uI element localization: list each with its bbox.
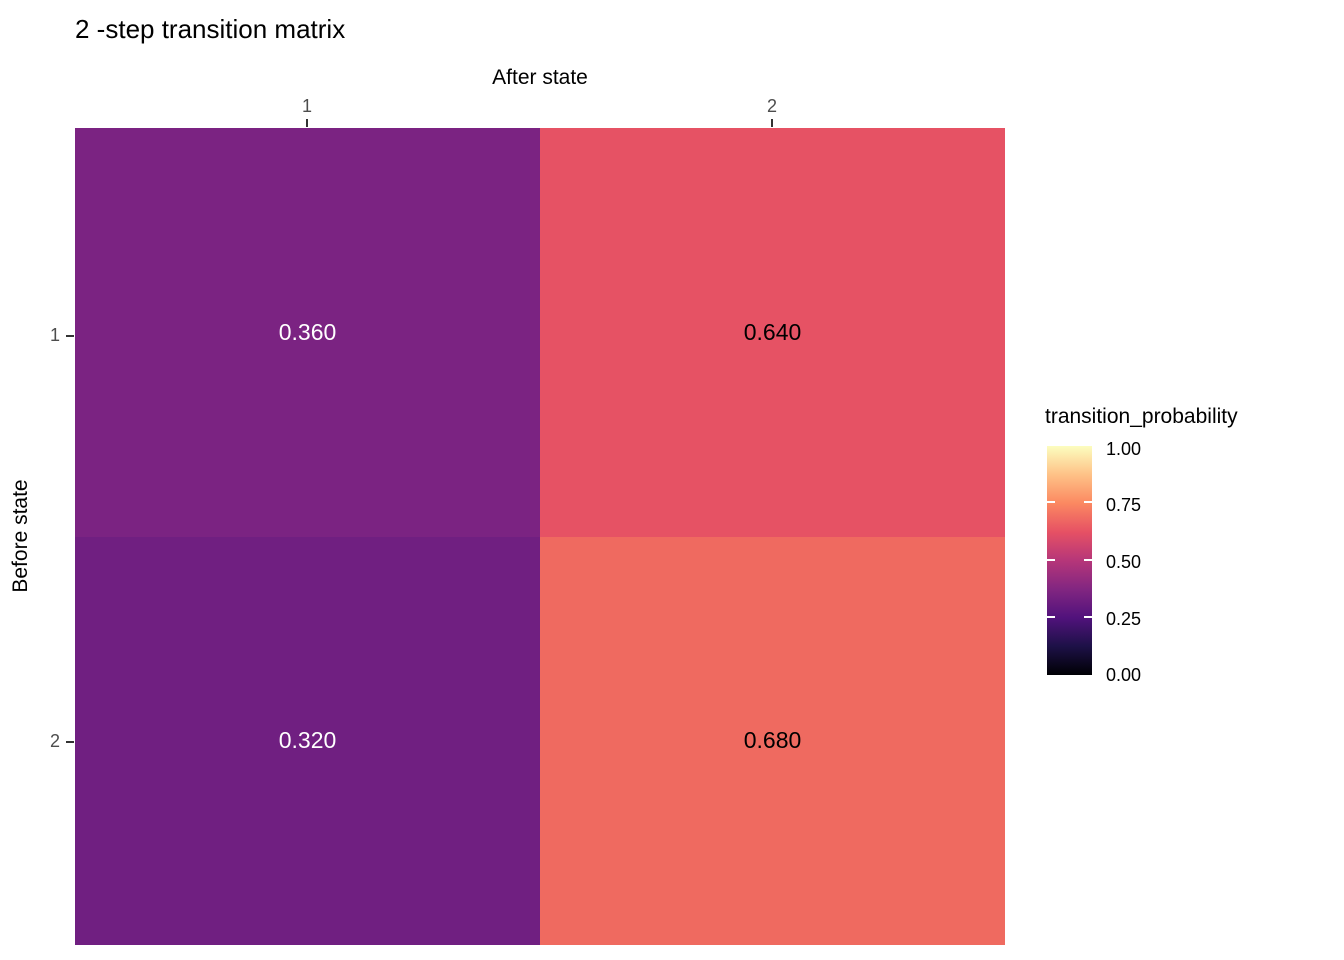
cell-value-label: 0.320 <box>278 727 337 754</box>
x-tick-mark-1 <box>306 119 308 127</box>
legend-tick-label-050: 0.50 <box>1106 552 1142 572</box>
y-tick-label-1: 1 <box>49 325 60 345</box>
chart-title: 2 -step transition matrix <box>75 14 346 44</box>
heatmap-cell-r2c1: 0.320 <box>75 536 540 945</box>
heatmap-cell-r1c1: 0.360 <box>75 128 540 537</box>
legend-tick-dash <box>1047 616 1055 618</box>
legend-tick-label-075: 0.75 <box>1106 495 1142 515</box>
heatmap-cell-r1c2: 0.640 <box>540 128 1005 537</box>
x-tick-label-1: 1 <box>301 96 312 116</box>
legend-tick-dash <box>1047 501 1055 503</box>
legend-tick-dash <box>1084 501 1092 503</box>
legend-colorbar <box>1047 446 1092 675</box>
y-tick-mark-2 <box>66 741 74 743</box>
legend-tick-dash <box>1084 559 1092 561</box>
heatmap-cell-r2c2: 0.680 <box>540 536 1005 945</box>
y-tick-label-2: 2 <box>49 731 60 751</box>
x-tick-mark-2 <box>771 119 773 127</box>
legend-tick-label-100: 1.00 <box>1106 439 1142 459</box>
legend-tick-dash <box>1084 616 1092 618</box>
legend-tick-label-000: 0.00 <box>1106 665 1142 685</box>
y-tick-mark-1 <box>66 335 74 337</box>
cell-value-label: 0.640 <box>743 318 802 345</box>
x-tick-label-2: 2 <box>766 96 777 116</box>
x-axis-title: After state <box>492 66 588 89</box>
legend-tick-label-025: 0.25 <box>1106 609 1142 629</box>
cell-value-label: 0.680 <box>743 727 802 754</box>
legend-title: transition_probability <box>1045 405 1238 428</box>
legend-tick-dash <box>1047 559 1055 561</box>
cell-value-label: 0.360 <box>278 318 337 345</box>
heatmap-plot-area: 0.360 0.640 0.320 0.680 <box>75 128 1005 945</box>
y-axis-title: Before state <box>9 479 32 593</box>
